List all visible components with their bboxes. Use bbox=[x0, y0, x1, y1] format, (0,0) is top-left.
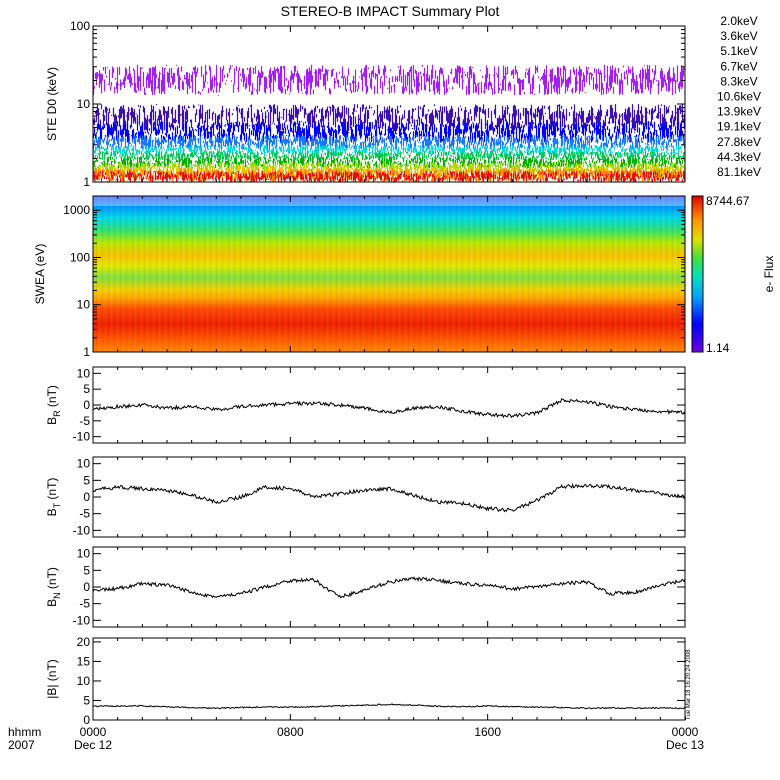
swea-top-gap bbox=[93, 196, 685, 206]
bn-ylabel: BN (nT) bbox=[45, 567, 62, 607]
bt-ylabel: BT (nT) bbox=[45, 478, 62, 517]
swea-ytick-label: 10 bbox=[77, 298, 91, 312]
bt-ytick-label: -5 bbox=[79, 507, 90, 521]
chart-title: STEREO-B IMPACT Summary Plot bbox=[281, 3, 500, 19]
ste-ytick-label: 100 bbox=[70, 19, 90, 33]
ste-ylabel: STE D0 (keV) bbox=[45, 67, 59, 141]
swea-ytick-label: 100 bbox=[70, 250, 90, 264]
swea-ytick-label: 1000 bbox=[63, 203, 90, 217]
x-axis-label-top: hhmm bbox=[8, 725, 41, 739]
br-ytick-label: -10 bbox=[73, 430, 91, 444]
b-ytick-label: 5 bbox=[83, 693, 90, 707]
x-tick-label: 1600 bbox=[474, 725, 501, 739]
magnetic-field-panels: -10 -5 0 5 10 BR (nT) -10 -5 0 5 10 BT (nT) -10 -5 0 5 1… bbox=[45, 366, 686, 727]
ste-bands bbox=[92, 64, 686, 183]
ste-band-2.0keV bbox=[92, 64, 686, 96]
bt-panel: -10 -5 0 5 10 BT (nT) bbox=[45, 456, 686, 538]
legend-entry-19.1keV: 19.1keV bbox=[717, 120, 761, 134]
legend-entry-44.3keV: 44.3keV bbox=[717, 150, 761, 164]
bt-ytick-label: 10 bbox=[77, 457, 91, 471]
bn-ytick-label: -5 bbox=[79, 597, 90, 611]
legend-entry-8.3keV: 8.3keV bbox=[720, 74, 757, 88]
br-ytick-label: -5 bbox=[79, 414, 90, 428]
legend-entry-81.1keV: 81.1keV bbox=[717, 165, 761, 179]
b-panel: 0 5 10 15 20 |B| (nT) bbox=[45, 635, 686, 727]
bt-ytick-label: -10 bbox=[73, 523, 91, 537]
bt-ytick-label: 5 bbox=[83, 473, 90, 487]
x-tick-sublabel: Dec 13 bbox=[666, 738, 704, 752]
br-ytick-label: 0 bbox=[83, 398, 90, 412]
swea-texture bbox=[93, 196, 685, 352]
colorbar-min-label: 1.14 bbox=[706, 341, 730, 355]
br-ytick-label: 5 bbox=[83, 382, 90, 396]
bn-ytick-label: -10 bbox=[73, 613, 91, 627]
legend-entry-5.1keV: 5.1keV bbox=[720, 44, 757, 58]
colorbar-label: e- Flux bbox=[762, 256, 776, 293]
swea-y-ticks: 1 10 100 1000 bbox=[63, 195, 686, 359]
ste-ytick-label: 1 bbox=[83, 175, 90, 189]
b-ytick-label: 20 bbox=[77, 635, 91, 649]
bt-frame bbox=[92, 456, 686, 538]
ste-y-ticks: 1 10 100 bbox=[70, 19, 686, 189]
x-tick-label: 0000 bbox=[672, 725, 699, 739]
bn-ytick-label: 5 bbox=[83, 563, 90, 577]
colorbar-max-label: 8744.67 bbox=[706, 194, 750, 208]
br-ylabel: BR (nT) bbox=[45, 385, 62, 425]
swea-ylabel: SWEA (eV) bbox=[33, 244, 47, 305]
bt-ytick-label: 0 bbox=[83, 490, 90, 504]
b-ytick-label: 15 bbox=[77, 654, 91, 668]
b-series-line bbox=[92, 703, 686, 710]
b-ytick-label: 0 bbox=[83, 713, 90, 727]
bn-series-line bbox=[92, 576, 686, 599]
ste-panel: 1 10 100 STE D0 (keV) 2.0keV3.6keV5.1keV6.… bbox=[45, 14, 761, 189]
x-tick-label: 0000 bbox=[80, 725, 107, 739]
legend-entry-13.9keV: 13.9keV bbox=[717, 105, 761, 119]
colorbar bbox=[691, 195, 704, 353]
ste-ytick-label: 10 bbox=[77, 97, 91, 111]
br-ytick-label: 10 bbox=[77, 366, 91, 380]
br-series-line bbox=[92, 398, 686, 419]
br-panel: -10 -5 0 5 10 BR (nT) bbox=[45, 366, 686, 444]
x-tick-sublabel: Dec 12 bbox=[74, 738, 112, 752]
b-frame bbox=[92, 637, 686, 721]
bn-ytick-label: 0 bbox=[83, 580, 90, 594]
x-tick-label: 0800 bbox=[277, 725, 304, 739]
x-axis-label-bottom: 2007 bbox=[8, 738, 35, 752]
legend-entry-2.0keV: 2.0keV bbox=[720, 14, 757, 28]
bt-series-line bbox=[92, 482, 686, 513]
b-ytick-label: 10 bbox=[77, 674, 91, 688]
swea-panel: 1 10 100 1000 SWEA (eV) 8744.67 1.14 e- Flu… bbox=[33, 194, 776, 359]
swea-ytick-label: 1 bbox=[83, 345, 90, 359]
bn-panel: -10 -5 0 5 10 BN (nT) bbox=[45, 546, 686, 628]
legend-entry-10.6keV: 10.6keV bbox=[717, 90, 761, 104]
legend-entry-3.6keV: 3.6keV bbox=[720, 29, 757, 43]
bn-ytick-label: 10 bbox=[77, 547, 91, 561]
legend-entry-27.8keV: 27.8keV bbox=[717, 135, 761, 149]
timestamp-stamp: Tue Mar 18 16:20:24 2008 bbox=[686, 649, 692, 720]
b-ylabel: |B| (nT) bbox=[45, 659, 59, 699]
legend-entry-6.7keV: 6.7keV bbox=[720, 59, 757, 73]
